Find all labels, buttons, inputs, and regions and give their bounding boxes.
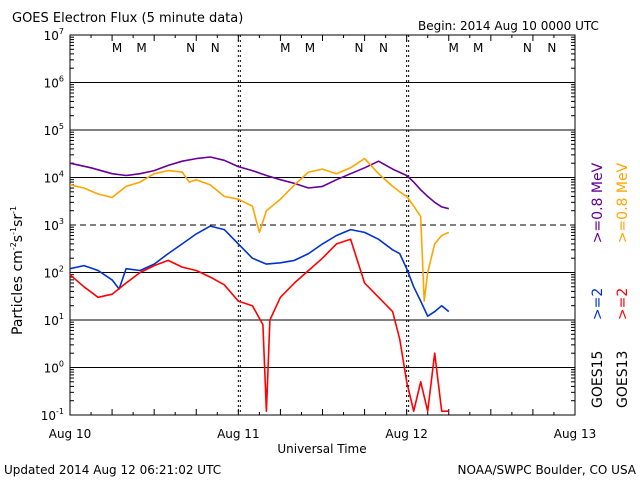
y-tick-exponent: 7 [59,27,64,36]
legend-goes15-2mev: >=2 [590,288,606,320]
legend-goes13-name: GOES13 [615,351,631,408]
data-series [69,156,450,413]
y-tick-label: 100 [44,360,64,376]
midnight-marker: M [136,41,146,55]
y-tick-label: 101 [44,312,64,328]
x-tick-label: Aug 11 [217,427,260,441]
midnight-marker: N [211,41,220,55]
midnight-marker: N [379,41,388,55]
updated-timestamp: Updated 2014 Aug 12 06:21:02 UTC [4,463,221,477]
x-tick-label: Aug 12 [385,427,428,441]
midnight-marker: N [354,41,363,55]
legend-goes15-08mev: >=0.8 MeV [590,162,606,243]
x-axis-label: Universal Time [277,442,366,456]
midnight-marker: N [547,41,556,55]
midnight-marker: M [448,41,458,55]
y-tick-label: 106 [44,75,64,91]
legend-goes15-name: GOES15 [590,351,606,408]
x-tick-label: Aug 13 [554,427,597,441]
midnight-marker: M [280,41,290,55]
y-tick-exponent: -1 [56,407,64,416]
midnight-marker: M [305,41,315,55]
svg-text:Particles cm-2s-1sr-1: Particles cm-2s-1sr-1 [9,206,26,335]
legend-goes15: GOES15 >=2 >=0.8 MeV [590,162,606,408]
y-tick-exponent: 4 [59,170,64,179]
series-line [69,157,450,302]
y-tick-exponent: 3 [59,217,64,226]
y-tick-label: 102 [44,265,64,281]
legend-goes13: GOES13 >=2 >=0.8 MeV [615,162,631,408]
svg-text:GOES13 >=2 >=0.8 M: GOES13 >=2 >=0.8 MeV [615,162,631,408]
midnight-marker: M [473,41,483,55]
chart-title: GOES Electron Flux (5 minute data) [12,11,243,26]
y-tick-exponent: 2 [59,265,64,274]
svg-text:GOES15 >=2 >=0.8 M: GOES15 >=2 >=0.8 MeV [590,162,606,408]
y-axis-label: Particles cm-2s-1sr-1 [9,206,26,335]
midnight-marker: N [523,41,532,55]
begin-time: Begin: 2014 Aug 10 0000 UTC [418,19,599,33]
y-tick-label: 104 [44,170,64,186]
midnight-marker: M [112,41,122,55]
y-tick-label: 103 [44,217,64,233]
legend-goes13-08mev: >=0.8 MeV [615,162,631,243]
series-line [69,225,450,318]
series-line [69,238,449,413]
x-tick-label: Aug 10 [49,427,92,441]
y-tick-exponent: 1 [59,312,64,321]
plot-grid [70,35,575,415]
credit-text: NOAA/SWPC Boulder, CO USA [458,463,637,477]
series-line [69,156,449,210]
y-tick-label: 107 [44,27,64,43]
y-tick-label: 105 [44,122,64,138]
legend-goes13-2mev: >=2 [615,288,631,320]
midnight-marker: N [186,41,195,55]
x-axis-ticks: Aug 10 Aug 11 Aug 12 Aug 13 [49,35,597,441]
y-tick-exponent: 5 [59,122,64,131]
y-tick-exponent: 0 [59,360,64,369]
y-tick-exponent: 6 [59,75,64,84]
y-tick-label: 10-1 [41,407,64,423]
